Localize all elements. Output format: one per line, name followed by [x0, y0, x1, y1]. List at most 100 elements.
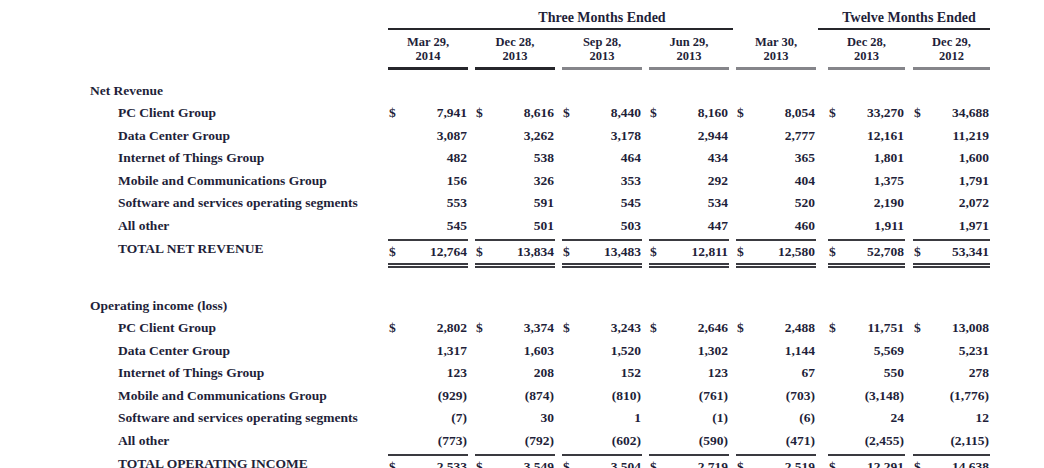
amount-value: 2,777 — [785, 125, 816, 148]
amount-cell: 3,178 — [562, 125, 642, 148]
dollar-sign: $ — [736, 317, 744, 340]
amount-value: 8,440 — [611, 102, 642, 125]
amount-cell: 365 — [736, 147, 816, 170]
column-date-header: Sep 28,2013 — [562, 33, 642, 70]
amount-value: 5,569 — [874, 340, 905, 363]
dollar-sign: $ — [649, 242, 657, 261]
amount-cell: $11,751 — [828, 317, 905, 340]
amount-value: 3,504 — [611, 457, 642, 468]
section-heading: Operating income (loss) — [90, 295, 388, 317]
amount-cell: $3,504 — [562, 454, 642, 468]
amount-cell: 3,087 — [388, 125, 468, 148]
column-date-header: Mar 29,2014 — [388, 33, 468, 70]
table-body: Net RevenuePC Client Group$7,941$8,616$8… — [90, 80, 1044, 468]
amount-value: 2,646 — [698, 317, 729, 340]
amount-value: (810) — [612, 385, 642, 408]
amount-cell: $2,802 — [388, 317, 468, 340]
amount-value: (471) — [786, 430, 816, 453]
row-label: Mobile and Communications Group — [90, 170, 388, 193]
total-row: TOTAL OPERATING INCOME$2,533$3,549$3,504… — [90, 454, 1044, 468]
group-underline — [818, 28, 990, 30]
amount-cell: 1 — [562, 407, 642, 430]
amount-cell: (2,455) — [828, 430, 905, 453]
table-row: PC Client Group$7,941$8,616$8,440$8,160$… — [90, 102, 1044, 125]
amount-value: 8,160 — [698, 102, 729, 125]
amount-cell: (471) — [736, 430, 816, 453]
amount-value: 501 — [534, 215, 555, 238]
row-label: PC Client Group — [90, 102, 388, 125]
amount-cell: 11,219 — [913, 125, 990, 148]
amount-value: 503 — [621, 215, 642, 238]
amount-cell: $8,054 — [736, 102, 816, 125]
column-date-line2: 2012 — [939, 50, 964, 64]
amount-value: 13,483 — [604, 242, 642, 261]
dollar-sign: $ — [562, 242, 570, 261]
amount-value: 1,302 — [698, 340, 729, 363]
column-date-header: Mar 30,2013 — [736, 33, 816, 70]
amount-cell: (6) — [736, 407, 816, 430]
amount-cell: (929) — [388, 385, 468, 408]
group-underline — [388, 28, 733, 30]
amount-cell: 1,302 — [649, 340, 729, 363]
amount-value: 152 — [621, 362, 642, 385]
financial-segment-table-page: Three Months Ended Twelve Months Ended M… — [0, 0, 1044, 468]
dollar-sign: $ — [388, 317, 396, 340]
amount-value: 24 — [891, 407, 906, 430]
column-group-header-row: Three Months Ended Twelve Months Ended — [90, 5, 1044, 30]
amount-value: 3,549 — [524, 457, 555, 468]
amount-value: (761) — [699, 385, 729, 408]
amount-cell: 152 — [562, 362, 642, 385]
amount-cell: $8,440 — [562, 102, 642, 125]
amount-value: 12,811 — [692, 242, 729, 261]
amount-cell: (7) — [388, 407, 468, 430]
amount-value: 8,616 — [524, 102, 555, 125]
table-row: Mobile and Communications Group(929)(874… — [90, 385, 1044, 408]
amount-cell: 550 — [828, 362, 905, 385]
amount-value: 365 — [795, 147, 816, 170]
amount-value: 2,519 — [785, 457, 816, 468]
amount-cell: $12,580 — [736, 239, 816, 268]
amount-value: 1,603 — [524, 340, 555, 363]
amount-value: 13,834 — [517, 242, 555, 261]
amount-value: 12,764 — [430, 242, 468, 261]
amount-value: (3,148) — [865, 385, 905, 408]
table-row: Mobile and Communications Group156326353… — [90, 170, 1044, 193]
amount-cell: $14,638 — [913, 454, 990, 468]
amount-value: 14,638 — [952, 457, 990, 468]
group-header-three-months: Three Months Ended — [388, 10, 816, 30]
amount-cell: 460 — [736, 215, 816, 238]
amount-value: 1,317 — [437, 340, 468, 363]
amount-value: 34,688 — [952, 102, 990, 125]
amount-value: (2,455) — [865, 430, 905, 453]
row-label: PC Client Group — [90, 317, 388, 340]
amount-cell: 1,317 — [388, 340, 468, 363]
amount-value: 52,708 — [867, 242, 905, 261]
amount-cell: 2,944 — [649, 125, 729, 148]
amount-cell: $2,646 — [649, 317, 729, 340]
amount-value: 30 — [541, 407, 556, 430]
amount-value: 353 — [621, 170, 642, 193]
amount-value: (602) — [612, 430, 642, 453]
amount-value: 1,971 — [959, 215, 990, 238]
row-label: Internet of Things Group — [90, 362, 388, 385]
amount-value: 591 — [534, 192, 555, 215]
amount-cell: (810) — [562, 385, 642, 408]
amount-value: 123 — [708, 362, 729, 385]
row-label: Mobile and Communications Group — [90, 385, 388, 408]
date-header-row: Mar 29,2014Dec 28,2013Sep 28,2013Jun 29,… — [90, 33, 1044, 70]
column-date-line1: Dec 28, — [496, 36, 535, 50]
amount-value: (590) — [699, 430, 729, 453]
row-label: Software and services operating segments — [90, 407, 388, 430]
amount-cell: 404 — [736, 170, 816, 193]
amount-value: 447 — [708, 215, 729, 238]
amount-value: 404 — [795, 170, 816, 193]
amount-cell: 123 — [649, 362, 729, 385]
dollar-sign: $ — [388, 457, 396, 468]
amount-value: 7,941 — [437, 102, 468, 125]
amount-cell: (590) — [649, 430, 729, 453]
amount-value: 12 — [976, 407, 991, 430]
amount-cell: 123 — [388, 362, 468, 385]
amount-cell: 3,262 — [475, 125, 555, 148]
amount-cell: 30 — [475, 407, 555, 430]
amount-cell: $3,549 — [475, 454, 555, 468]
